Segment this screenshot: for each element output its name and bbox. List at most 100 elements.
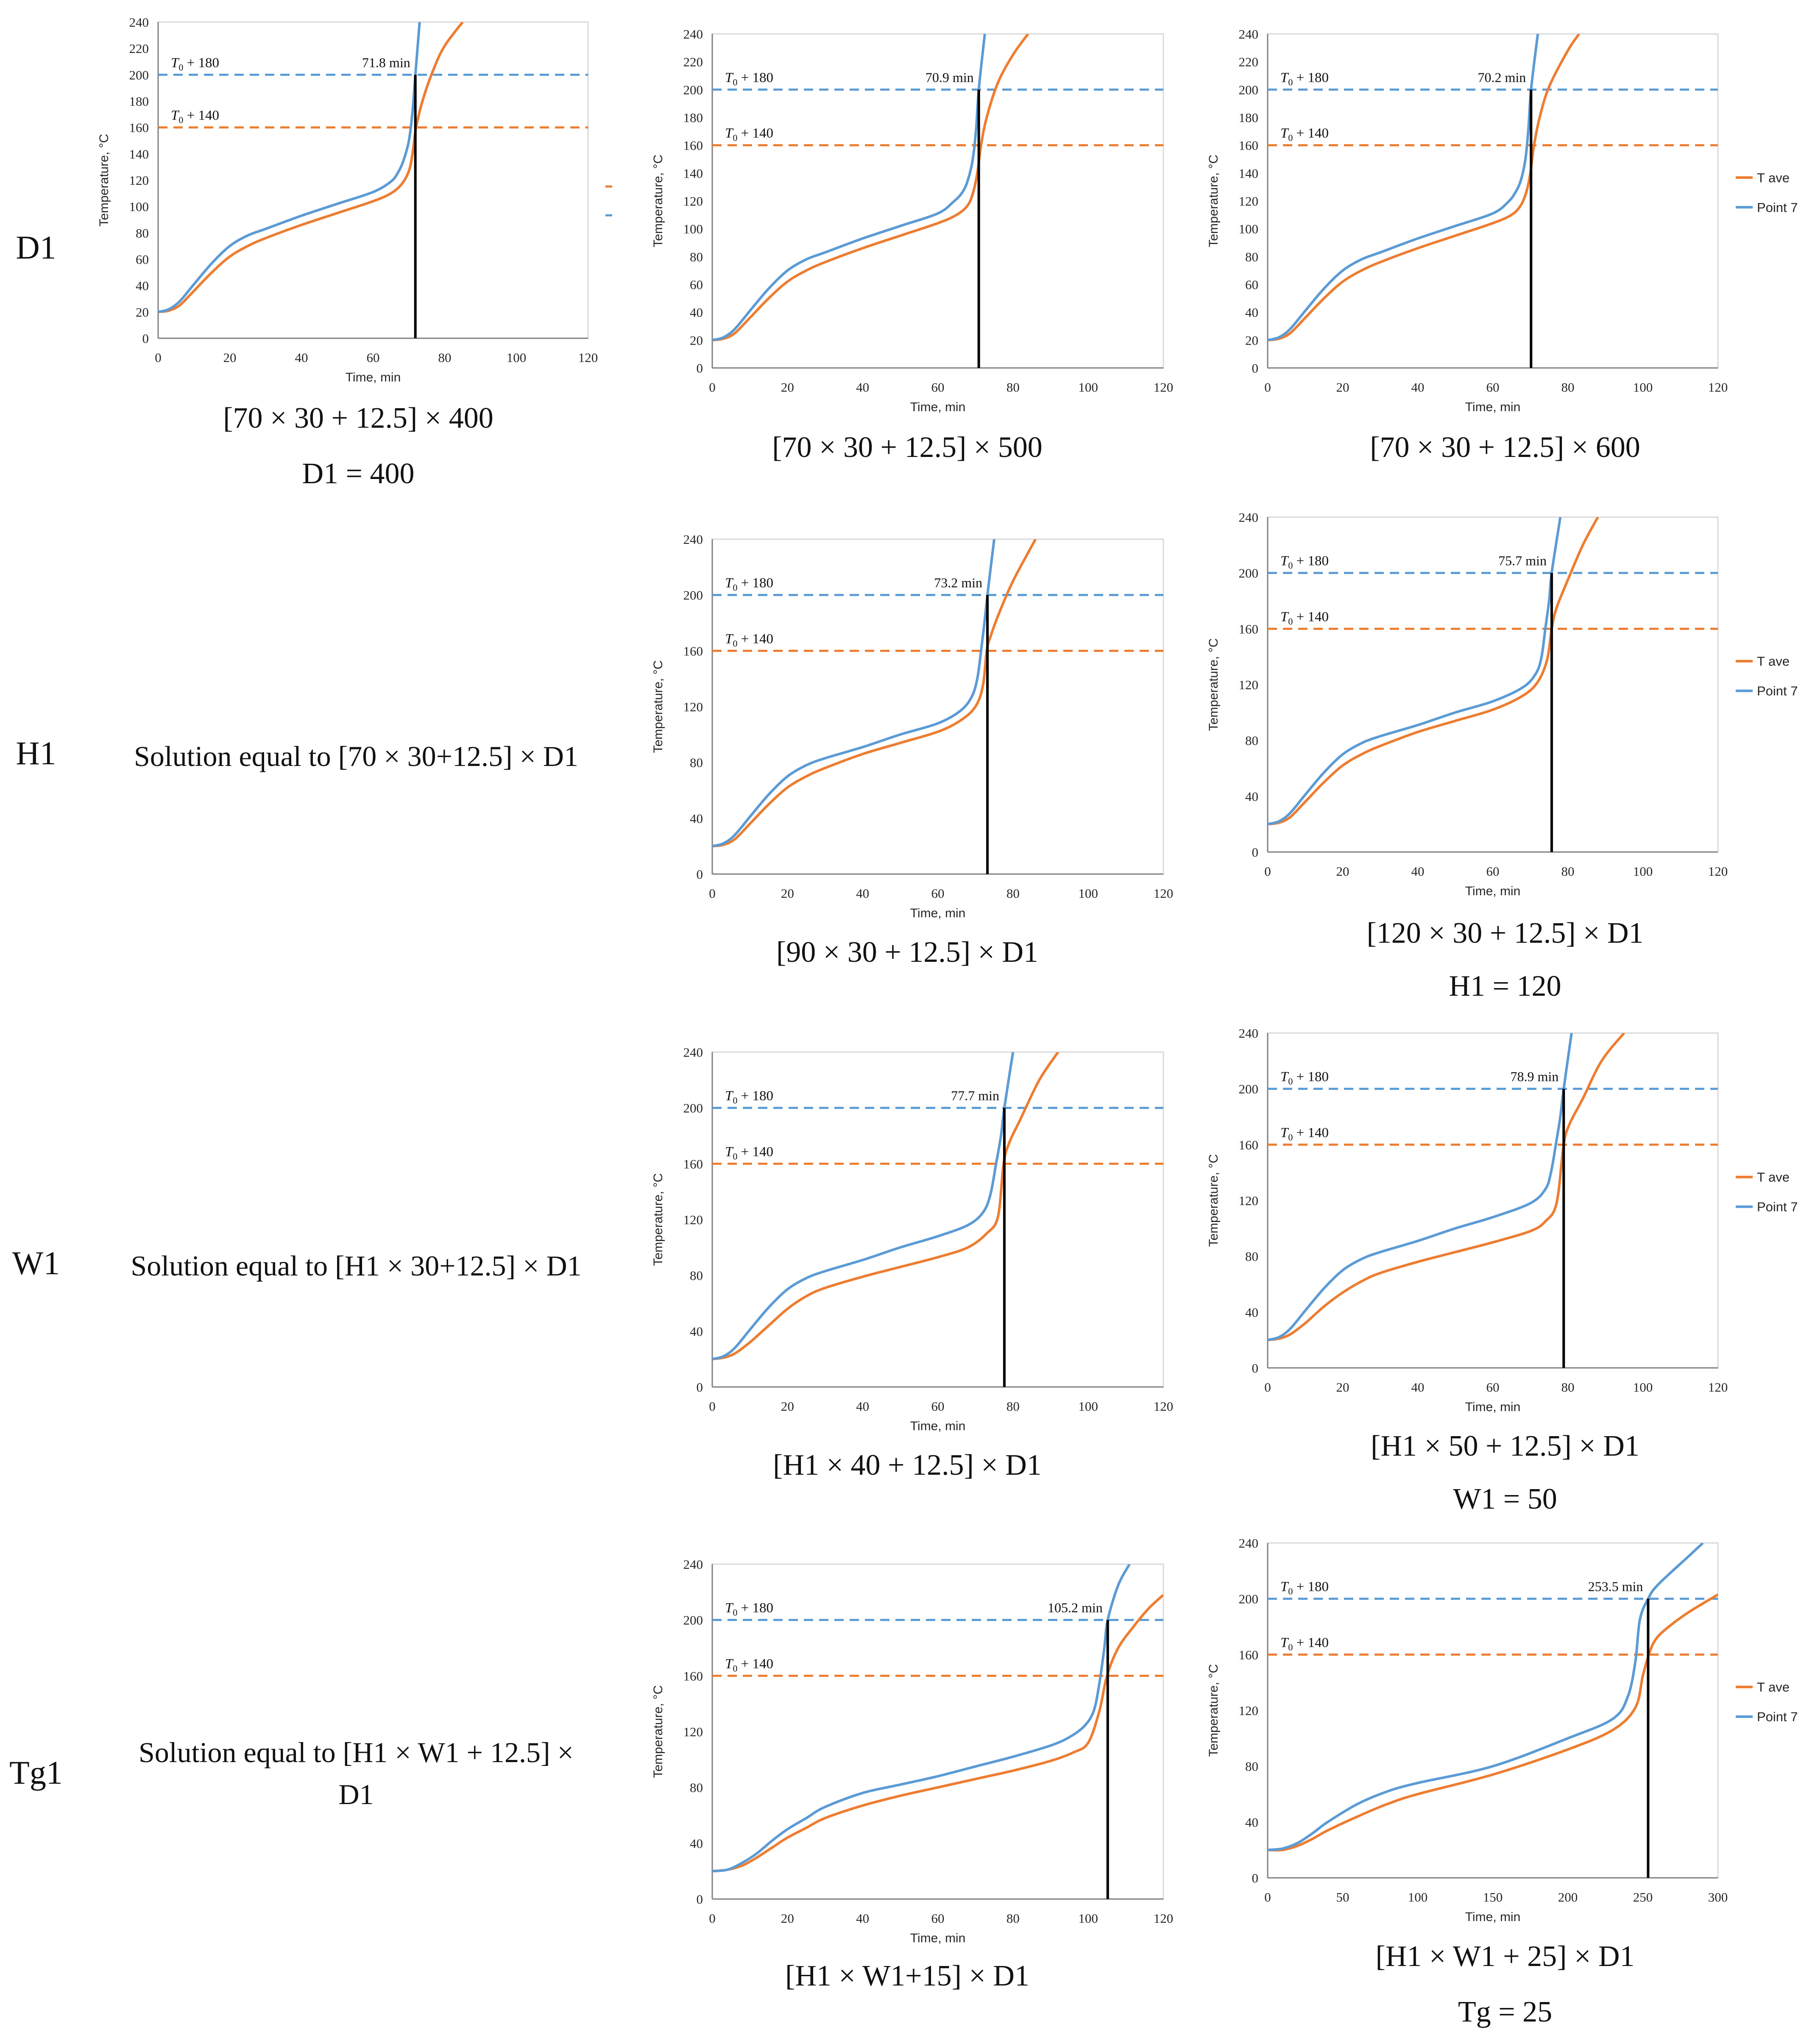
- caption-w1-result: W1 = 50: [1453, 1483, 1557, 1515]
- y-tick-label: 120: [683, 194, 703, 209]
- x-axis-title: Time, min: [1465, 1910, 1521, 1924]
- caption-w1-40: [H1 × 40 + 12.5] × D1: [773, 1449, 1042, 1481]
- caption-h1-90: [90 × 30 + 12.5] × D1: [776, 936, 1039, 969]
- x-axis-title: Time, min: [910, 906, 966, 920]
- y-tick-label: 80: [690, 1268, 703, 1283]
- x-tick-label: 0: [709, 380, 716, 395]
- series-point-7: [712, 1052, 1015, 1361]
- series-t-ave: [712, 539, 1037, 848]
- y-tick-label: 0: [697, 1892, 703, 1907]
- legend-label: Point 7: [1757, 684, 1798, 699]
- y-tick-label: 80: [1245, 733, 1258, 748]
- y-axis-title: Temperature, °C: [651, 1173, 665, 1266]
- legend-label: T ave: [1757, 170, 1790, 185]
- caption-tg-result: Tg = 25: [1458, 1996, 1553, 2028]
- series-t-ave: [1268, 1033, 1625, 1342]
- threshold-label: T0 + 180: [725, 1089, 773, 1106]
- series-point-7: [1268, 34, 1539, 342]
- y-tick-label: 100: [683, 222, 703, 237]
- y-tick-label: 20: [690, 333, 703, 348]
- threshold-label: T0 + 180: [725, 1601, 773, 1618]
- y-tick-label: 160: [683, 1156, 703, 1171]
- series-t-ave: [1268, 34, 1581, 342]
- y-axis-title: Temperature, °C: [651, 155, 665, 248]
- series-t-ave: [1268, 517, 1599, 826]
- y-tick-label: 240: [683, 27, 703, 42]
- x-tick-label: 0: [1264, 1380, 1271, 1395]
- y-tick-label: 0: [1252, 1871, 1259, 1885]
- solution-w1: Solution equal to [H1 × 30+12.5] × D1: [131, 1250, 582, 1282]
- y-tick-label: 0: [1252, 1361, 1259, 1376]
- y-tick-label: 160: [1239, 1137, 1259, 1152]
- x-tick-label: 120: [1154, 1911, 1174, 1926]
- y-tick-label: 120: [1239, 1703, 1259, 1718]
- y-tick-label: 200: [683, 1613, 703, 1628]
- x-tick-label: 40: [1411, 380, 1425, 395]
- y-axis-title: Temperature, °C: [1207, 1154, 1221, 1247]
- x-tick-label: 40: [1411, 1380, 1425, 1395]
- x-tick-label: 80: [1006, 1399, 1020, 1414]
- y-tick-label: 40: [1245, 305, 1258, 320]
- series-t-ave: [158, 22, 464, 313]
- threshold-label: T0 + 180: [1280, 554, 1329, 571]
- y-tick-label: 80: [1245, 249, 1258, 264]
- caption-d1-500: [70 × 30 + 12.5] × 500: [772, 431, 1043, 464]
- threshold-label: T0 + 140: [1280, 126, 1329, 143]
- caption-h1-result: H1 = 120: [1449, 970, 1561, 1003]
- threshold-label: T0 + 140: [1280, 1125, 1329, 1142]
- x-axis-title: Time, min: [910, 1931, 966, 1945]
- y-tick-label: 200: [1239, 1592, 1259, 1607]
- x-tick-label: 60: [931, 380, 945, 395]
- x-tick-label: 40: [856, 886, 869, 901]
- x-tick-label: 80: [1006, 380, 1020, 395]
- y-tick-label: 200: [129, 67, 149, 82]
- y-tick-label: 140: [129, 147, 149, 162]
- x-tick-label: 0: [709, 1399, 716, 1414]
- row-label-h1: H1: [16, 735, 56, 771]
- series-t-ave: [712, 1594, 1163, 1873]
- legend-label: Point 7: [1757, 1710, 1798, 1724]
- y-tick-label: 0: [697, 867, 703, 882]
- y-tick-label: 40: [690, 1324, 703, 1339]
- y-tick-label: 40: [1245, 789, 1258, 804]
- y-axis-title: Temperature, °C: [97, 134, 111, 227]
- threshold-label: T0 + 180: [725, 70, 773, 87]
- series-point-7: [712, 1564, 1131, 1873]
- y-tick-label: 80: [690, 755, 703, 770]
- x-tick-label: 60: [931, 1911, 945, 1926]
- x-axis-title: Time, min: [1465, 884, 1521, 898]
- x-tick-label: 100: [1633, 380, 1653, 395]
- threshold-label: T0 + 180: [1280, 1069, 1329, 1087]
- y-tick-label: 40: [1245, 1815, 1258, 1830]
- x-axis-title: Time, min: [910, 400, 966, 414]
- y-tick-label: 120: [129, 173, 149, 188]
- legend-label: T ave: [1757, 1680, 1790, 1695]
- y-tick-label: 240: [1239, 1536, 1259, 1551]
- x-axis-title: Time, min: [1465, 1400, 1521, 1414]
- y-tick-label: 140: [1239, 166, 1259, 181]
- caption-tg-25: [H1 × W1 + 25] × D1: [1375, 1940, 1635, 1973]
- threshold-label: T0 + 140: [171, 108, 219, 125]
- x-tick-label: 120: [578, 350, 598, 365]
- y-tick-label: 180: [1239, 110, 1259, 125]
- x-tick-label: 20: [223, 350, 237, 365]
- marker-label: 70.9 min: [926, 70, 974, 85]
- x-tick-label: 80: [438, 350, 452, 365]
- x-tick-label: 120: [1154, 1399, 1174, 1414]
- y-tick-label: 240: [683, 532, 703, 547]
- x-tick-label: 100: [1078, 1911, 1098, 1926]
- caption-h1-120: [120 × 30 + 12.5] × D1: [1366, 917, 1644, 950]
- y-tick-label: 20: [136, 305, 149, 320]
- x-tick-label: 0: [155, 350, 162, 365]
- caption-w1-50: [H1 × 50 + 12.5] × D1: [1371, 1430, 1639, 1462]
- y-tick-label: 40: [690, 305, 703, 320]
- chart-c6: 0 40 80 120 160 200 240 0 20 40 60 80 100 120 Time, mi…: [651, 1045, 1173, 1433]
- y-tick-label: 0: [697, 361, 703, 376]
- y-tick-label: 160: [129, 120, 149, 135]
- y-axis-title: Temperature, °C: [1207, 638, 1221, 731]
- chart-c3: 0 20 40 60 80 100 120 140 160 180 200 220 240 0 20 40 60…: [1207, 27, 1798, 414]
- x-tick-label: 0: [1264, 1890, 1271, 1905]
- x-tick-label: 120: [1708, 1380, 1728, 1395]
- marker-label: 78.9 min: [1510, 1069, 1559, 1084]
- legend-label: Point 7: [1757, 200, 1798, 215]
